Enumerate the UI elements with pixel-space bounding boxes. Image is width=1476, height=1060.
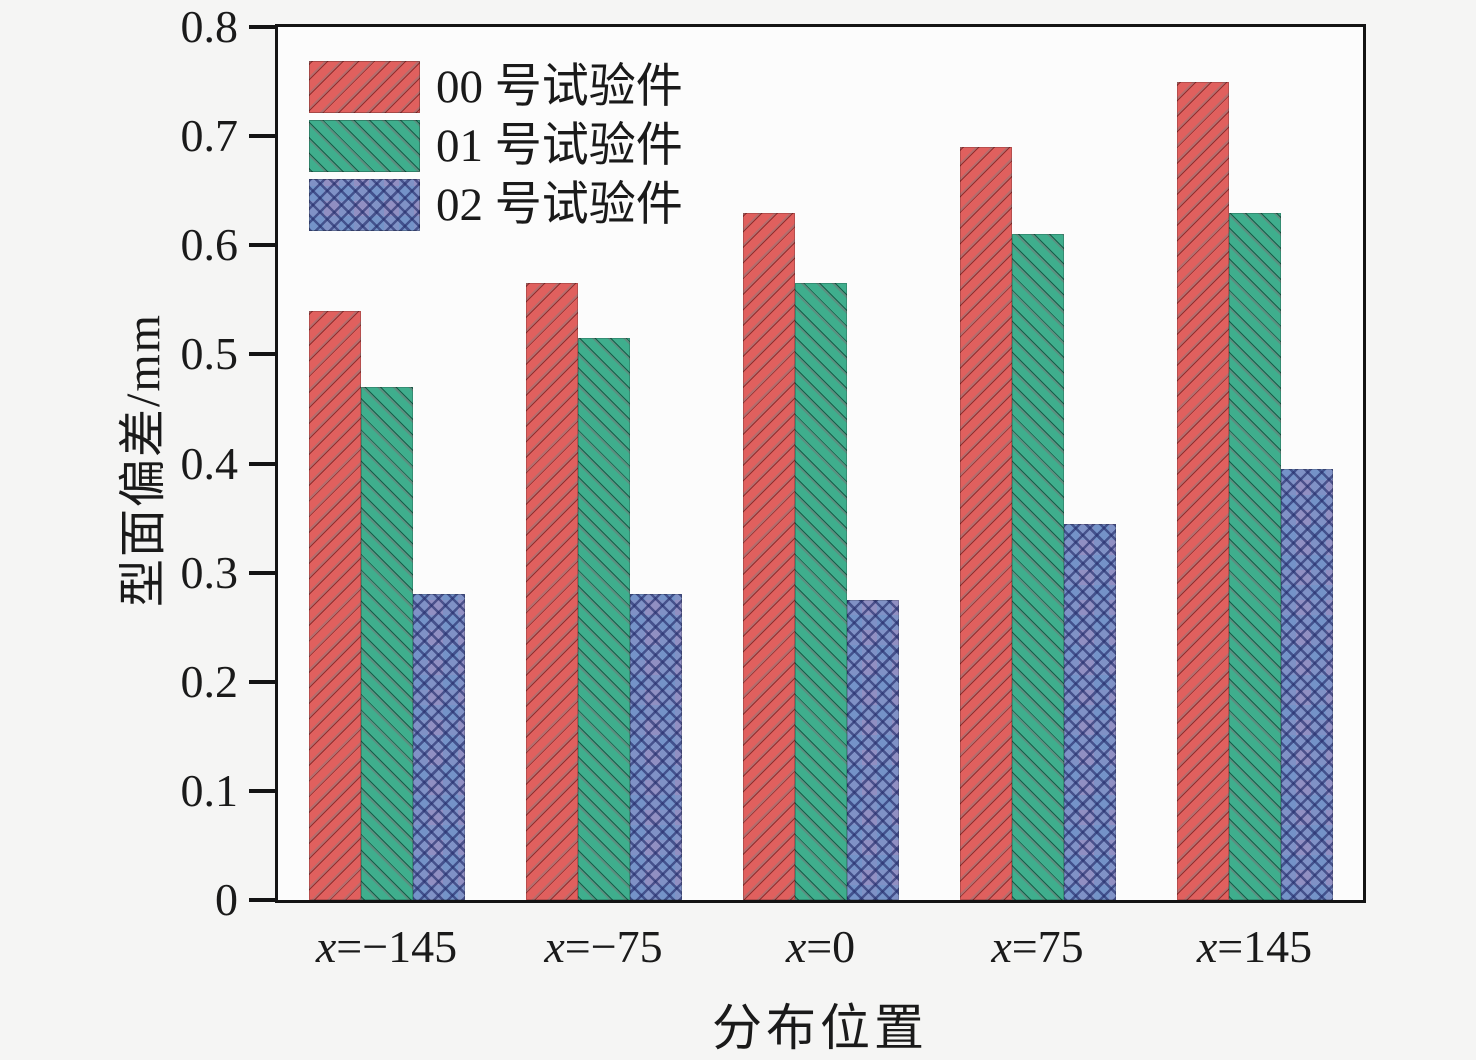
x-tick-label: x=75 <box>991 921 1084 972</box>
bar-series1-group0 <box>360 387 413 900</box>
y-tick <box>249 679 275 684</box>
bar-series2-group4 <box>1280 468 1333 900</box>
bar-series0-group3 <box>959 147 1012 900</box>
legend-swatch <box>309 120 420 172</box>
y-tick-label: 0.7 <box>180 110 239 162</box>
legend: 00 号试验件 01 号试验件 02 号试验件 <box>309 61 683 238</box>
y-tick-label: 0 <box>215 874 238 925</box>
bar-series1-group3 <box>1011 234 1064 900</box>
bar-series1-group2 <box>794 283 847 900</box>
bar-series0-group0 <box>308 310 361 900</box>
y-tick-label: 0.8 <box>180 1 239 52</box>
y-tick-label: 0.4 <box>180 437 239 489</box>
legend-label: 00 号试验件 <box>436 60 683 113</box>
y-tick <box>249 570 275 575</box>
x-tick-label: x=0 <box>785 921 856 972</box>
x-axis-title: 分布位置 <box>712 1000 928 1056</box>
x-tick-label: x=145 <box>1196 921 1313 972</box>
y-tick <box>249 243 275 248</box>
y-tick <box>249 461 275 466</box>
legend-label: 01 号试验件 <box>436 119 683 172</box>
legend-label: 02 号试验件 <box>436 178 683 231</box>
y-tick <box>249 898 275 902</box>
bar-series2-group2 <box>846 599 899 900</box>
legend-item-0: 00 号试验件 <box>309 61 683 113</box>
y-tick-label: 0.2 <box>180 655 239 707</box>
bar-series2-group0 <box>412 594 465 900</box>
bar-series1-group4 <box>1228 212 1281 900</box>
x-tick-label: x=−145 <box>315 921 458 972</box>
bar-series1-group1 <box>577 338 630 900</box>
bar-series0-group4 <box>1176 81 1229 900</box>
y-tick-label: 0.5 <box>180 328 239 380</box>
y-tick-label: 0.3 <box>180 546 239 598</box>
bar-series2-group1 <box>629 594 682 900</box>
bar-series2-group3 <box>1063 523 1116 900</box>
bar-series0-group1 <box>525 283 578 900</box>
y-tick-label: 0.1 <box>180 764 239 816</box>
x-tick-label: x=−75 <box>544 921 663 972</box>
legend-item-2: 02 号试验件 <box>309 179 683 231</box>
plot-area: 0 0.1 0.2 0.3 0.4 0.5 0.6 0.7 0.8 x=−145 x=−75 x=0… <box>181 1 1366 972</box>
y-tick <box>249 352 275 357</box>
y-tick <box>249 25 275 29</box>
y-tick <box>249 788 275 793</box>
bar-series0-group2 <box>742 212 795 900</box>
legend-swatch <box>309 61 420 113</box>
legend-item-1: 01 号试验件 <box>309 120 683 172</box>
legend-swatch <box>309 179 420 231</box>
y-tick <box>249 134 275 139</box>
y-tick-label: 0.6 <box>180 219 239 271</box>
